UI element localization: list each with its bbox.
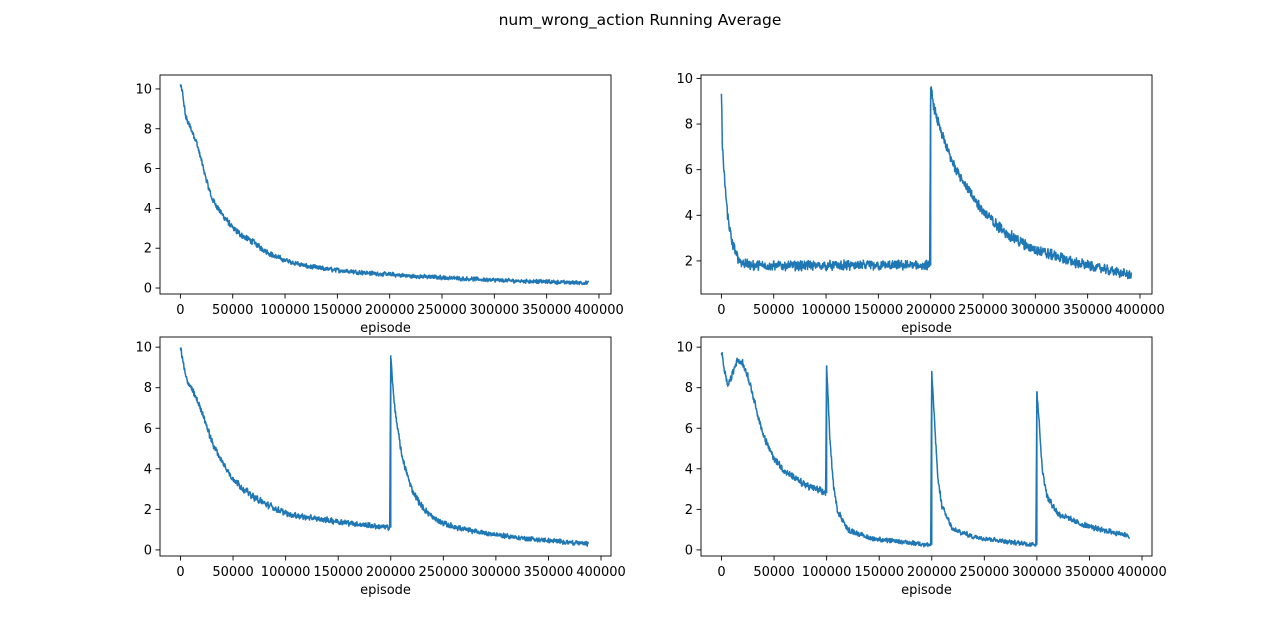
y-tick-label: 2 — [685, 503, 693, 518]
y-tick-label: 8 — [685, 118, 693, 133]
subplot-4: 0 50000 100000 150000 200000 250000 300000 3500… — [676, 336, 1167, 598]
x-tick-label: 400000 — [1115, 303, 1165, 318]
figure-title: num_wrong_action Running Average — [499, 11, 782, 30]
y-tick-label: 0 — [685, 543, 693, 558]
subplot-3: 0 50000 100000 150000 200000 250000 300000 3500… — [135, 336, 626, 598]
y-tick-label: 6 — [144, 162, 152, 177]
axes-frame — [159, 336, 612, 557]
x-tick-label: 0 — [717, 303, 725, 318]
y-tick-label: 4 — [685, 462, 693, 477]
x-tick-label: 400000 — [1117, 565, 1167, 580]
x-tick-label: 50000 — [212, 303, 253, 318]
x-tick-label: 350000 — [524, 565, 574, 580]
y-tick-label: 0 — [144, 543, 152, 558]
x-tick-label: 0 — [717, 565, 725, 580]
series-line-1 — [720, 86, 1133, 280]
y-tick-label: 8 — [144, 381, 152, 396]
x-tick-label: 250000 — [960, 565, 1010, 580]
subplot-2: 0 50000 100000 150000 200000 250000 300000 3500… — [676, 72, 1164, 336]
y-tick-label: 2 — [685, 254, 693, 269]
x-tick-label: 350000 — [1065, 565, 1115, 580]
x-tick-label: 400000 — [576, 565, 626, 580]
y-tick-label: 6 — [144, 422, 152, 437]
x-tick-label: 200000 — [365, 303, 415, 318]
y-tick-label: 8 — [685, 381, 693, 396]
x-tick-label: 150000 — [313, 565, 363, 580]
x-tick-label: 150000 — [854, 565, 904, 580]
y-tick-label: 0 — [144, 282, 152, 297]
x-tick-label: 100000 — [260, 303, 310, 318]
x-tick-label: 250000 — [417, 303, 467, 318]
axes-frame — [700, 74, 1153, 295]
x-tick-label: 400000 — [574, 303, 624, 318]
x-tick-label: 100000 — [261, 565, 311, 580]
y-tick-label: 10 — [135, 341, 152, 356]
x-tick-label: 300000 — [1012, 565, 1062, 580]
x-tick-label: 50000 — [212, 565, 253, 580]
x-tick-label: 200000 — [907, 565, 957, 580]
y-tick-label: 4 — [144, 202, 152, 217]
x-tick-label: 150000 — [854, 303, 904, 318]
x-tick-label: 300000 — [471, 565, 521, 580]
x-axis-label: episode — [360, 583, 411, 598]
series-line-1 — [720, 351, 1131, 548]
x-tick-label: 350000 — [522, 303, 572, 318]
axes-frame — [159, 74, 612, 295]
axes-frame — [700, 336, 1153, 557]
y-tick-label: 10 — [676, 72, 693, 87]
y-tick-label: 2 — [144, 503, 152, 518]
x-tick-label: 50000 — [753, 303, 794, 318]
x-tick-label: 250000 — [958, 303, 1008, 318]
x-axis-label: episode — [901, 583, 952, 598]
y-tick-label: 2 — [144, 242, 152, 257]
y-tick-label: 4 — [144, 462, 152, 477]
x-tick-label: 50000 — [753, 565, 794, 580]
subplot-1: 0 50000 100000 150000 200000 250000 300000 3500… — [135, 74, 624, 336]
y-tick-label: 10 — [676, 341, 693, 356]
x-tick-label: 100000 — [801, 303, 851, 318]
x-axis-label: episode — [360, 321, 411, 336]
y-tick-label: 6 — [685, 163, 693, 178]
series-line-1 — [179, 347, 589, 547]
x-tick-label: 0 — [176, 303, 184, 318]
x-tick-label: 250000 — [419, 565, 469, 580]
x-tick-label: 300000 — [470, 303, 520, 318]
x-tick-label: 100000 — [802, 565, 852, 580]
y-tick-label: 6 — [685, 422, 693, 437]
x-tick-label: 300000 — [1011, 303, 1061, 318]
x-tick-label: 0 — [176, 565, 184, 580]
x-tick-label: 150000 — [313, 303, 363, 318]
y-tick-label: 10 — [135, 82, 152, 97]
x-tick-label: 350000 — [1063, 303, 1113, 318]
x-tick-label: 200000 — [366, 565, 416, 580]
y-tick-label: 4 — [685, 209, 693, 224]
x-tick-label: 200000 — [906, 303, 956, 318]
x-axis-label: episode — [901, 321, 952, 336]
y-tick-label: 8 — [144, 122, 152, 137]
series-line-1 — [179, 84, 590, 286]
